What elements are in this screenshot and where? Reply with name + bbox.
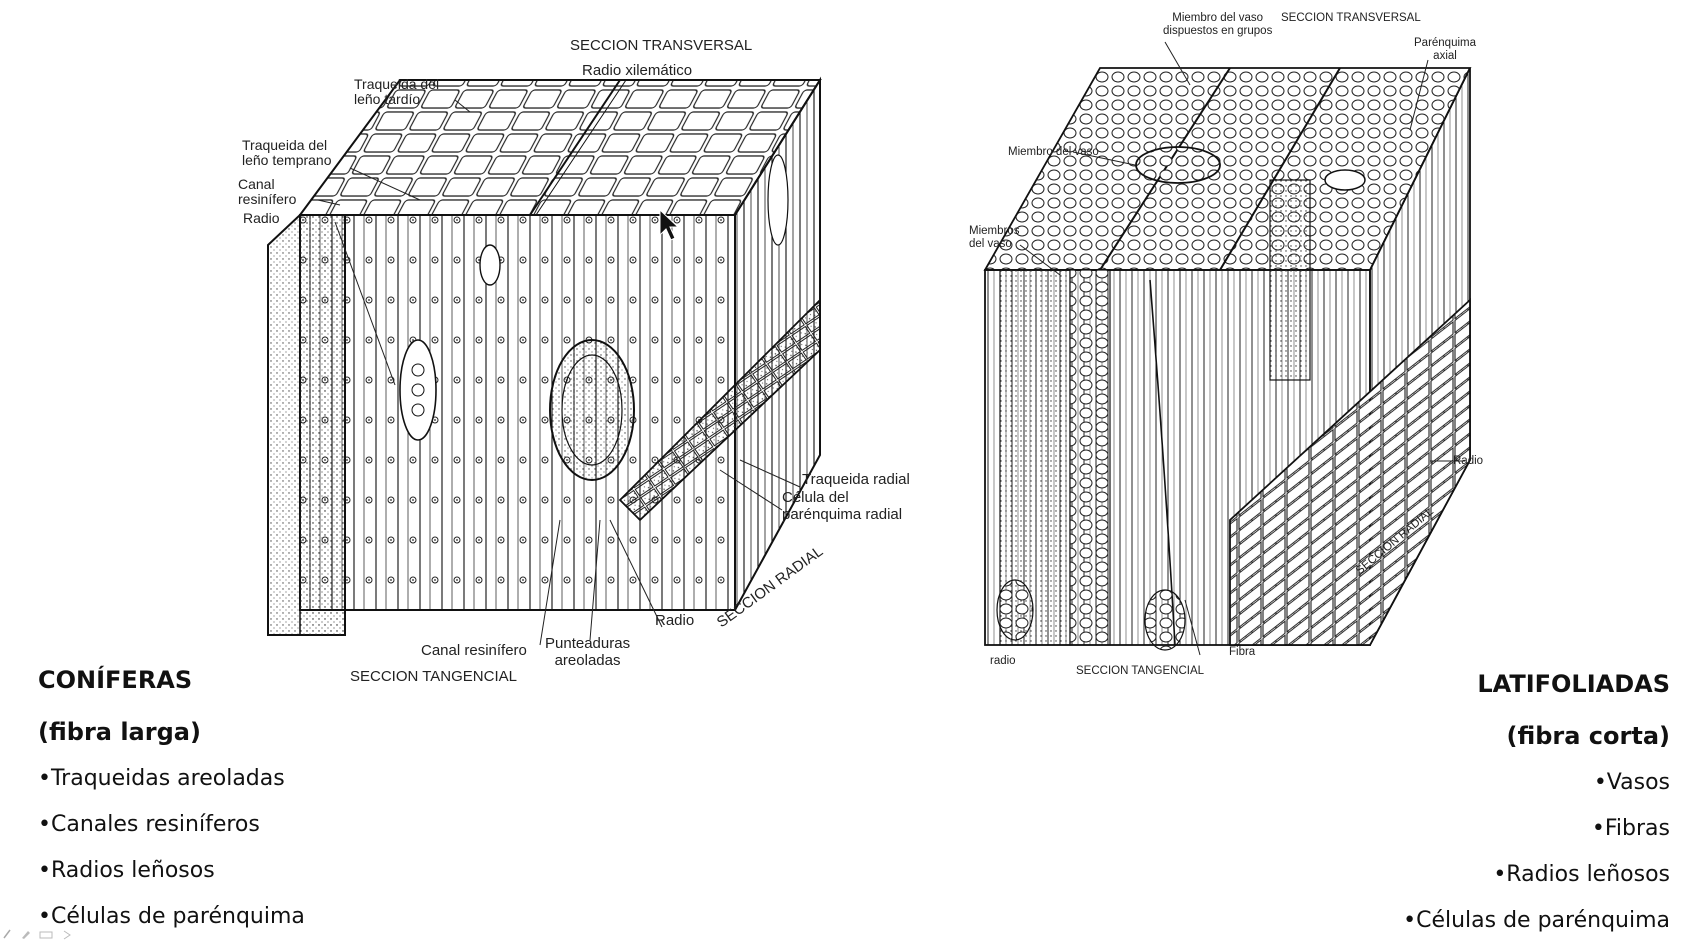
conifer-label-radio-bottom: Radio <box>655 612 695 629</box>
coniferas-item: •Traqueidas areoladas <box>38 766 285 791</box>
hardwood-label-radio-right: Radio <box>1453 455 1484 467</box>
hardwood-label-transversal: SECCION TRANSVERSAL <box>1281 12 1421 24</box>
conifer-label-canal-resinifero-top: Canal resinífero <box>238 176 297 208</box>
slide-toolbar-icons[interactable] <box>0 928 80 940</box>
conifer-label-punteaduras: Punteaduras areoladas <box>545 635 631 669</box>
hardwood-label-parenquima-axial: Parénquima axial <box>1414 37 1477 62</box>
hardwood-label-miembro-grupos: Miembro del vaso dispuestos en grupos <box>1163 12 1273 37</box>
hardwood-label-radio-bottom: radio <box>990 655 1016 667</box>
conifer-label-canal-resinifero-bottom: Canal resinífero <box>421 642 527 659</box>
coniferas-item: •Radios leñosos <box>38 858 215 883</box>
latifoliadas-item: •Fibras <box>1591 816 1670 841</box>
latifoliadas-item: •Vasos <box>1593 770 1670 795</box>
conifer-label-radio-top: Radio <box>243 210 280 226</box>
coniferas-item: •Canales resiníferos <box>38 812 260 837</box>
conifer-label-traqueida-temprano: Traqueida del leño temprano <box>242 137 332 169</box>
latifoliadas-title: LATIFOLIADAS <box>1477 670 1670 698</box>
hardwood-label-fibra: Fibra <box>1229 646 1256 658</box>
latifoliadas-item: •Células de parénquima <box>1403 908 1670 933</box>
conifer-label-tangencial: SECCION TANGENCIAL <box>350 668 517 685</box>
conifer-label-radio-xilematico: Radio xilemático <box>582 62 693 79</box>
hardwood-label-tangencial: SECCION TANGENCIAL <box>1076 665 1205 677</box>
mouse-cursor-icon <box>659 208 680 241</box>
coniferas-subtitle: (fibra larga) <box>38 718 201 746</box>
latifoliadas-text-block: LATIFOLIADAS (fibra corta) •Vasos •Fibra… <box>1270 0 1670 940</box>
hardwood-label-miembros-vaso: Miembros del vaso <box>969 225 1020 250</box>
conifer-label-traqueida-radial: Traqueida radial <box>802 471 910 488</box>
conifer-wood-diagram: SECCION TRANSVERSAL Radio xilemático Tra… <box>0 0 910 684</box>
conifer-block-drawing <box>267 76 822 646</box>
coniferas-item: •Células de parénquima <box>38 904 305 929</box>
latifoliadas-subtitle: (fibra corta) <box>1506 722 1670 750</box>
coniferas-title: CONÍFERAS <box>38 666 193 694</box>
latifoliadas-item: •Radios leñosos <box>1493 862 1670 887</box>
conifer-label-traqueida-tardio: Traqueida del leño tardío <box>354 76 440 108</box>
hardwood-block-drawing <box>983 41 1472 656</box>
conifer-label-celula-parenquima: Célula del parénquima radial <box>782 489 903 523</box>
hardwood-wood-diagram: Miembro del vaso dispuestos en grupos SE… <box>950 0 1500 680</box>
hardwood-label-miembro-vaso: Miembro del vaso <box>1008 146 1099 158</box>
conifer-label-transversal: SECCION TRANSVERSAL <box>570 37 753 54</box>
